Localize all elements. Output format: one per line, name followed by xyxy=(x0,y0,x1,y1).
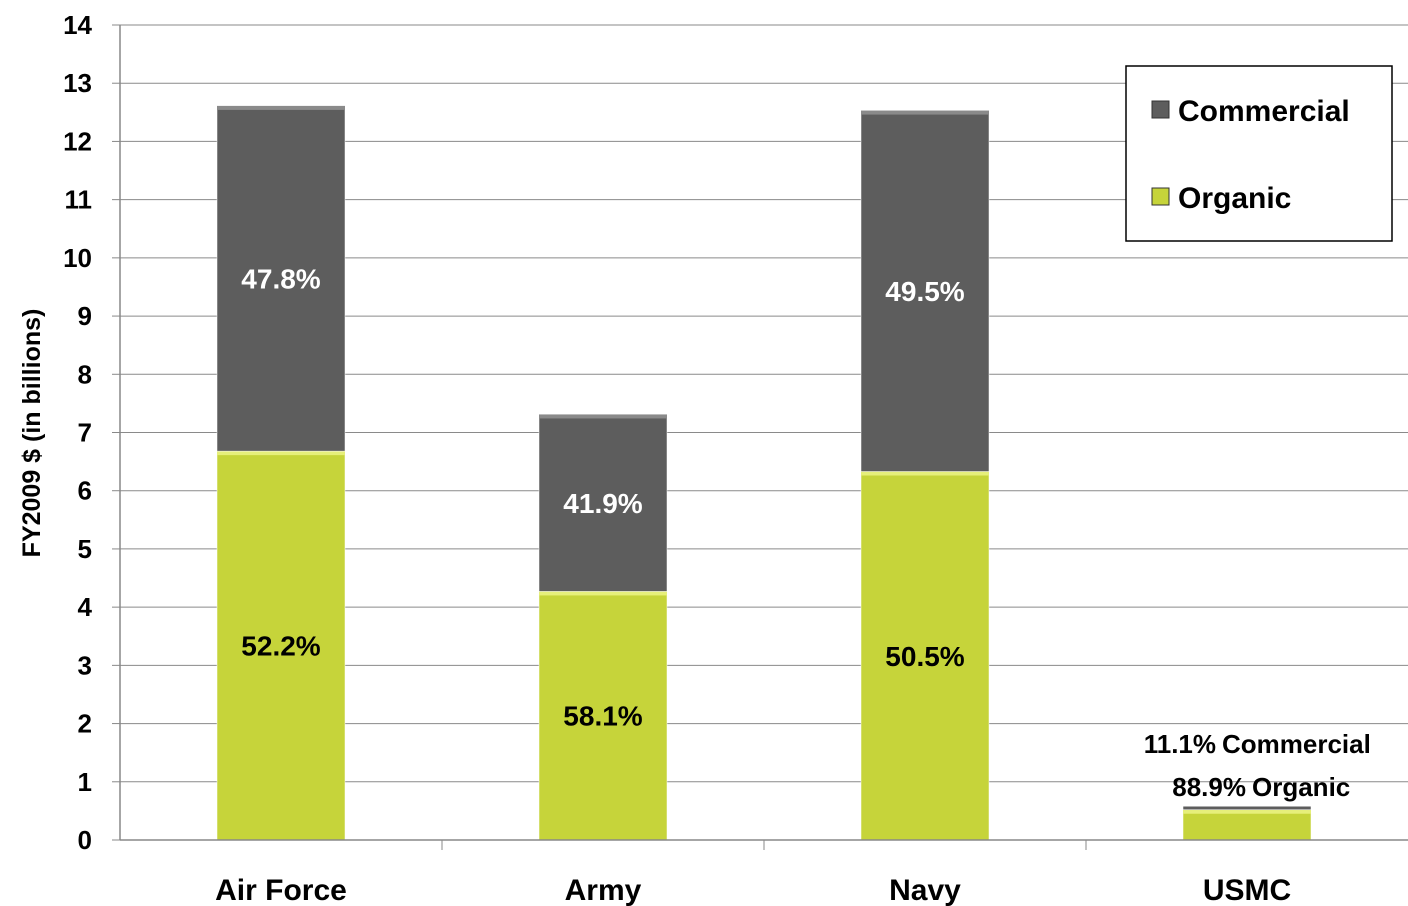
usmc-commercial-label: Commercial xyxy=(1222,729,1371,759)
y-tick-label-5: 5 xyxy=(78,534,92,564)
y-tick-label-4: 4 xyxy=(78,592,93,622)
y-tick-label-1: 1 xyxy=(78,767,92,797)
legend-swatch-commercial xyxy=(1151,100,1170,119)
y-tick-label-10: 10 xyxy=(63,243,92,273)
segment-labels: 52.2% 47.8% 58.1% 41.9% 50.5% 49.5% xyxy=(241,264,964,732)
bar-navy-organic xyxy=(860,471,990,841)
usmc-organic-pct: 88.9% xyxy=(1172,772,1246,802)
bar-navy-commercial xyxy=(860,110,990,472)
bar-edge-navy-commercial xyxy=(861,110,989,115)
usmc-organic-label: Organic xyxy=(1252,772,1350,802)
bar-usmc-commercial xyxy=(1182,805,1312,810)
y-tick-label-0: 0 xyxy=(78,825,92,855)
data-label-army-commercial: 41.9% xyxy=(563,488,642,519)
bar-edge-army-organic xyxy=(539,591,667,596)
bar-usmc-organic xyxy=(1182,809,1312,841)
legend-label-organic: Organic xyxy=(1178,182,1291,215)
legend: Commercial Organic xyxy=(1125,65,1393,242)
bar-army-commercial xyxy=(538,414,668,592)
data-label-navy-organic: 50.5% xyxy=(885,641,964,672)
bar-army-organic xyxy=(538,591,668,841)
legend-label-commercial: Commercial xyxy=(1178,95,1350,128)
bar-edge-air-force-commercial xyxy=(217,105,345,110)
bars xyxy=(216,105,1312,841)
bar-edge-air-force-organic xyxy=(217,451,345,456)
y-tick-label-2: 2 xyxy=(78,709,92,739)
y-tick-label-7: 7 xyxy=(78,418,92,448)
y-tick-label-12: 12 xyxy=(63,126,92,156)
bar-edge-usmc-organic xyxy=(1183,809,1311,814)
x-tick-label-navy: Navy xyxy=(889,874,961,906)
data-label-army-organic: 58.1% xyxy=(563,701,642,732)
bar-air-force-commercial xyxy=(216,105,346,452)
legend-swatch-organic xyxy=(1151,187,1170,206)
y-tick-label-13: 13 xyxy=(63,68,92,98)
y-tick-label-9: 9 xyxy=(78,301,92,331)
data-label-air-force-organic: 52.2% xyxy=(241,631,320,662)
y-tick-label-14: 14 xyxy=(63,10,92,40)
bar-edge-navy-organic xyxy=(861,471,989,476)
data-label-air-force-commercial: 47.8% xyxy=(241,264,320,295)
y-axis-label: FY2009 $ (in billions) xyxy=(18,309,46,558)
legend-box xyxy=(1125,65,1393,242)
bar-edge-army-commercial xyxy=(539,414,667,419)
bar-air-force-organic xyxy=(216,450,346,841)
y-tick-label-6: 6 xyxy=(78,476,92,506)
x-tick-label-army: Army xyxy=(565,874,642,906)
y-tick-label-8: 8 xyxy=(78,359,92,389)
y-tick-label-3: 3 xyxy=(78,650,92,680)
usmc-commercial-pct: 11.1% xyxy=(1144,729,1216,759)
usmc-annotation: 11.1% Commercial 88.9% Organic xyxy=(1144,729,1371,802)
y-tick-label-11: 11 xyxy=(65,185,93,215)
x-tick-label-air-force: Air Force xyxy=(215,874,347,906)
x-tick-label-usmc: USMC xyxy=(1203,874,1291,906)
data-label-navy-commercial: 49.5% xyxy=(885,276,964,307)
